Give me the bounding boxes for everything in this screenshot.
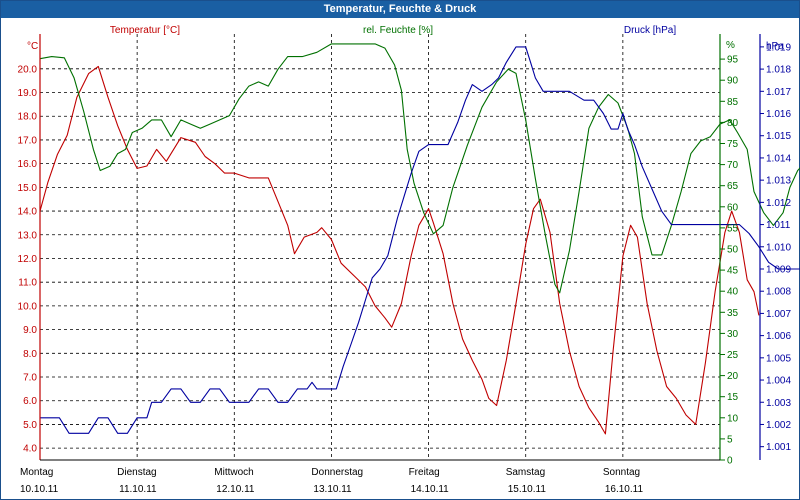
humidity-tick-label: 40 (727, 287, 739, 298)
humidity-tick-label: 20 (727, 371, 739, 382)
temperature-tick-label: 14.0 (18, 207, 38, 218)
pressure-tick-label: 1.011 (766, 220, 791, 231)
temperature-tick-label: 19.0 (18, 88, 38, 99)
pressure-tick-label: 1.012 (766, 198, 791, 209)
x-day-label: Samstag (506, 467, 545, 478)
temperature-tick-label: 4.0 (23, 444, 37, 455)
pressure-tick-label: 1.003 (766, 398, 791, 409)
x-date-label: 11.10.11 (119, 484, 157, 495)
humidity-tick-label: 35 (727, 308, 739, 319)
pressure-tick-label: 1.017 (766, 87, 791, 98)
temperature-unit-label: °C (27, 41, 38, 52)
humidity-unit-label: % (726, 40, 735, 51)
pressure-tick-label: 1.007 (766, 309, 791, 320)
humidity-tick-label: 15 (727, 392, 739, 403)
window-title: Temperatur, Feuchte & Druck (1, 1, 799, 18)
axis-labels: 4.0 5.0 6.0 7.0 8.0 9.0 10.0 11.0 12.0 13.0 14.0 15… (18, 25, 792, 495)
temperature-tick-label: 7.0 (23, 373, 37, 384)
series-humidity (39, 43, 800, 294)
pressure-tick-label: 1.015 (766, 131, 791, 142)
humidity-tick-label: 25 (727, 350, 739, 361)
temperature-tick-label: 5.0 (23, 420, 37, 431)
temperature-tick-label: 11.0 (18, 278, 37, 289)
x-day-label: Montag (20, 467, 53, 478)
humidity-tick-label: 90 (727, 76, 739, 87)
series-pressure (40, 46, 800, 434)
x-day-label: Dienstag (117, 467, 156, 478)
pressure-tick-label: 1.009 (766, 264, 791, 275)
temperature-tick-label: 9.0 (23, 325, 37, 336)
x-day-label: Freitag (409, 467, 440, 478)
x-day-label: Sonntag (603, 467, 640, 478)
temperature-tick-label: 12.0 (18, 254, 38, 265)
pressure-tick-label: 1.016 (766, 109, 791, 120)
x-date-label: 12.10.11 (216, 484, 255, 495)
temperature-tick-label: 10.0 (18, 301, 38, 312)
x-date-label: 10.10.11 (20, 484, 59, 495)
humidity-tick-label: 0 (727, 456, 733, 467)
pressure-axis-title: Druck [hPa] (624, 25, 676, 36)
humidity-tick-label: 60 (727, 202, 739, 213)
humidity-tick-label: 55 (727, 223, 739, 234)
humidity-tick-label: 80 (727, 118, 739, 129)
temperature-axis-title: Temperatur [°C] (110, 25, 180, 36)
pressure-tick-label: 1.008 (766, 287, 791, 298)
humidity-tick-label: 5 (727, 434, 733, 445)
x-day-label: Donnerstag (311, 467, 363, 478)
x-date-label: 15.10.11 (508, 484, 547, 495)
temperature-tick-label: 18.0 (18, 112, 38, 123)
x-date-label: 14.10.11 (411, 484, 450, 495)
x-date-label: 13.10.11 (313, 484, 352, 495)
pressure-tick-label: 1.005 (766, 353, 791, 364)
pressure-tick-label: 1.019 (766, 42, 791, 53)
humidity-axis-title: rel. Feuchte [%] (363, 25, 433, 36)
humidity-tick-label: 50 (727, 245, 739, 256)
pressure-tick-label: 1.004 (766, 376, 791, 387)
x-day-label: Mittwoch (214, 467, 253, 478)
humidity-tick-label: 95 (727, 55, 739, 66)
grid (39, 34, 720, 460)
pressure-tick-label: 1.014 (766, 153, 791, 164)
pressure-tick-label: 1.010 (766, 242, 791, 253)
temperature-tick-label: 15.0 (18, 183, 38, 194)
series-lines (39, 43, 800, 435)
temperature-tick-label: 13.0 (18, 230, 38, 241)
humidity-tick-label: 70 (727, 160, 739, 171)
pressure-tick-label: 1.006 (766, 331, 791, 342)
series-temperature (39, 65, 760, 435)
temperature-tick-label: 8.0 (23, 349, 37, 360)
pressure-tick-label: 1.013 (766, 176, 791, 187)
pressure-unit-label: hPa (766, 41, 784, 52)
temperature-tick-label: 16.0 (18, 159, 38, 170)
humidity-tick-label: 30 (727, 329, 739, 340)
temperature-tick-label: 17.0 (18, 135, 38, 146)
pressure-tick-label: 1.001 (766, 442, 791, 453)
axes (39, 34, 764, 461)
humidity-tick-label: 75 (727, 139, 739, 150)
x-date-label: 16.10.11 (605, 484, 644, 495)
humidity-tick-label: 85 (727, 97, 739, 108)
temperature-tick-label: 6.0 (23, 396, 37, 407)
pressure-tick-label: 1.002 (766, 420, 791, 431)
temperature-tick-label: 20.0 (18, 64, 38, 75)
humidity-tick-label: 10 (727, 413, 739, 424)
pressure-tick-label: 1.018 (766, 65, 791, 76)
humidity-tick-label: 45 (727, 266, 739, 277)
humidity-tick-label: 65 (727, 181, 739, 192)
